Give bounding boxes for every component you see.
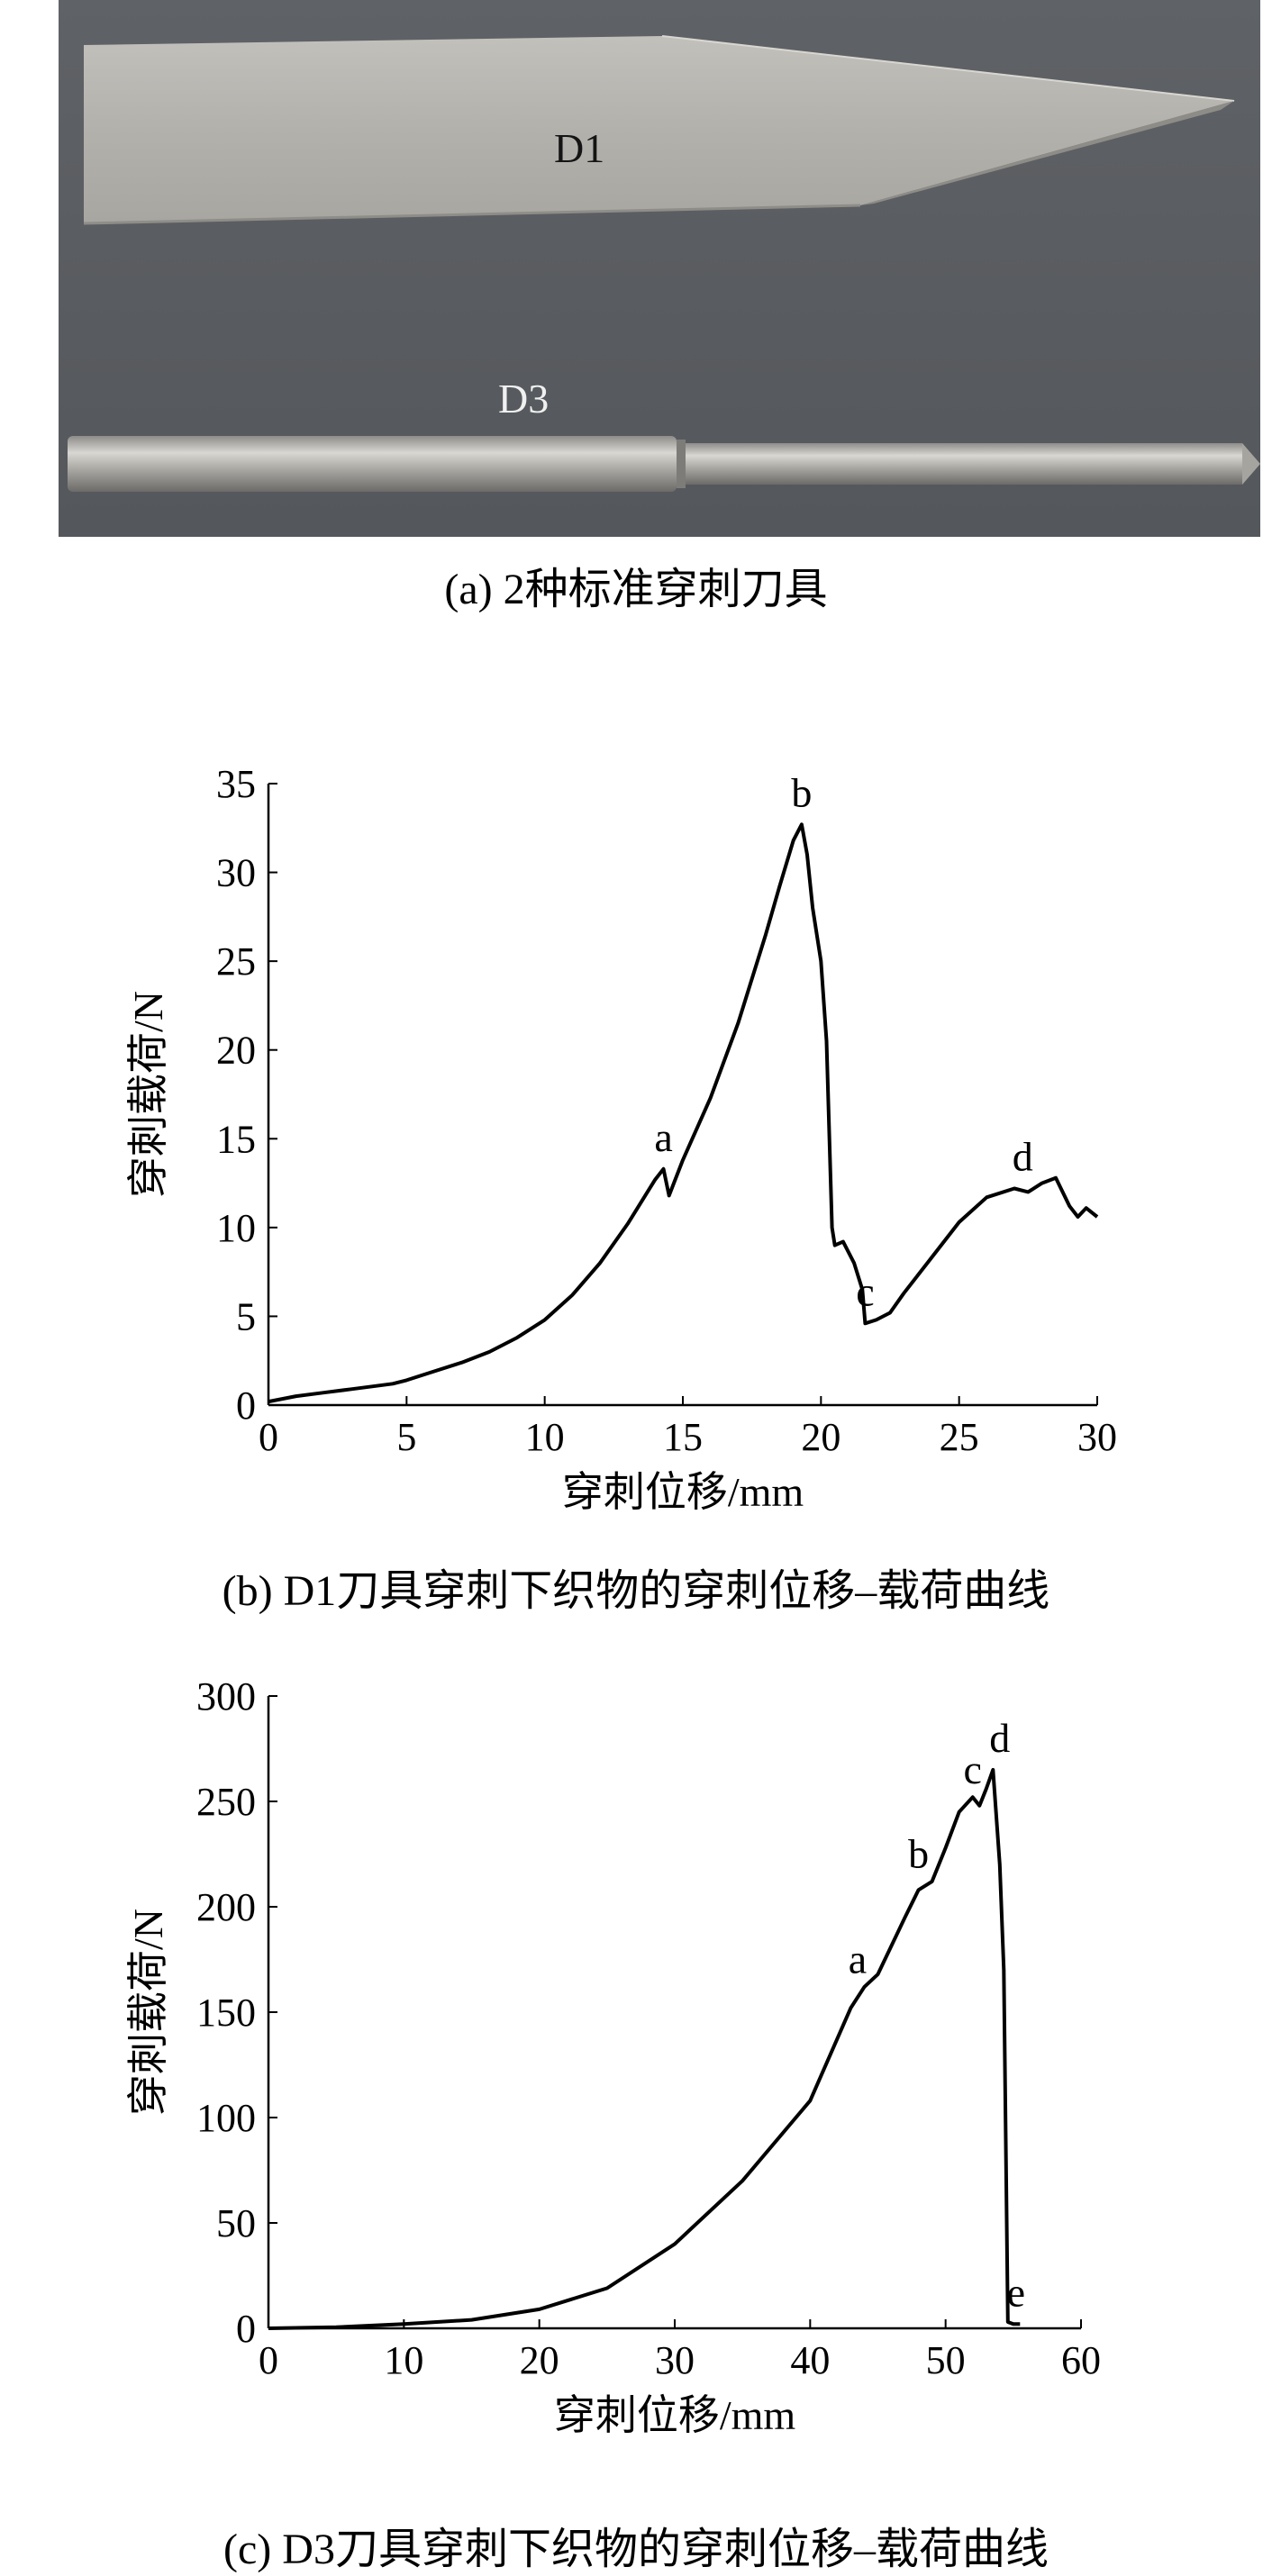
chart-d1: 0 5 10 15 20 25 30 0 5 10 15 20 25 30 35 穿刺位移/mm 穿刺载荷/N a…: [125, 762, 1117, 1515]
x-tick-label: 15: [663, 1415, 703, 1459]
x-tick-label: 60: [1061, 2338, 1101, 2382]
x-tick-label: 20: [801, 1415, 840, 1459]
tools-photo: D1 D3: [59, 0, 1260, 537]
d1-label: D1: [554, 125, 604, 171]
x-tick-label: 30: [1077, 1415, 1117, 1459]
x-tick-label: 5: [396, 1415, 416, 1459]
y-tick-label: 0: [236, 2307, 256, 2351]
x-tick-label: 40: [790, 2338, 830, 2382]
point-label-e: e: [1007, 2269, 1025, 2315]
series-line: [268, 1767, 1021, 2330]
y-tick-label: 35: [216, 762, 256, 806]
d3-needle-body: [686, 443, 1242, 485]
x-tick-label: 10: [525, 1415, 565, 1459]
chart-d3: 0 10 20 30 40 50 60 0 50 100 150 200 250 300 穿刺位移/mm 穿刺…: [125, 1675, 1101, 2438]
point-label-b: b: [791, 769, 812, 815]
y-tick-label: 300: [196, 1675, 256, 1719]
point-label-a: a: [654, 1114, 672, 1160]
point-label-a: a: [849, 1937, 867, 1982]
y-tick-label: 50: [216, 2201, 256, 2245]
y-axis-label: 穿刺载荷/N: [125, 991, 171, 1198]
point-label-c: c: [964, 1746, 982, 1792]
y-tick-label: 0: [236, 1383, 256, 1428]
x-tick-label: 25: [940, 1415, 979, 1459]
x-tick-label: 0: [259, 1415, 278, 1459]
d3-label: D3: [498, 376, 549, 422]
d3-shank: [68, 436, 677, 492]
caption-a: (a) 2种标准穿刺刀具: [444, 566, 828, 613]
x-tick-label: 30: [655, 2338, 695, 2382]
y-tick-label: 200: [196, 1885, 256, 1929]
y-tick-label: 150: [196, 1991, 256, 2035]
x-tick-label: 20: [520, 2338, 559, 2382]
y-tick-label: 10: [216, 1206, 256, 1250]
y-tick-label: 20: [216, 1029, 256, 1073]
d1-blade: [84, 36, 1234, 223]
point-label-b: b: [908, 1831, 929, 1877]
x-tick-label: 10: [384, 2338, 423, 2382]
x-tick-label: 50: [926, 2338, 966, 2382]
point-label-c: c: [856, 1268, 874, 1314]
y-tick-label: 5: [236, 1294, 256, 1338]
y-axis-label: 穿刺载荷/N: [125, 1909, 171, 2116]
caption-b: (b) D1刀具穿刺下织物的穿刺位移–载荷曲线: [222, 1567, 1050, 1615]
y-tick-label: 30: [216, 851, 256, 895]
series-line: [268, 822, 1099, 1404]
y-tick-label: 250: [196, 1780, 256, 1824]
y-tick-label: 15: [216, 1117, 256, 1161]
x-tick-label: 0: [259, 2338, 278, 2382]
y-tick-label: 100: [196, 2096, 256, 2140]
caption-c: (c) D3刀具穿刺下织物的穿刺位移–载荷曲线: [223, 2526, 1049, 2573]
y-tick-label: 25: [216, 939, 256, 984]
point-label-d: d: [1013, 1133, 1033, 1179]
x-axis-label: 穿刺位移/mm: [562, 1469, 804, 1515]
x-axis-label: 穿刺位移/mm: [554, 2392, 796, 2438]
point-label-d: d: [989, 1715, 1010, 1761]
